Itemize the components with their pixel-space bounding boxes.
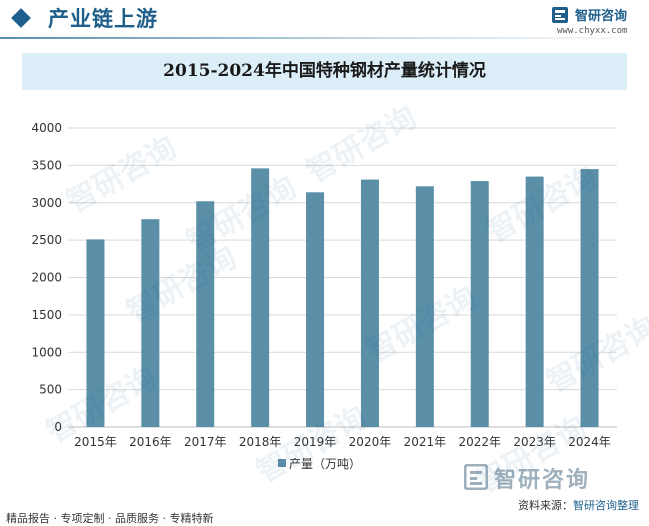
chart-title-band: 2015-2024年中国特种钢材产量统计情况: [22, 53, 627, 90]
bar: [360, 179, 379, 427]
x-tick-label: 2015年: [74, 435, 117, 449]
x-tick-label: 2021年: [404, 435, 447, 449]
bar: [470, 181, 489, 427]
chart-title: 2015-2024年中国特种钢材产量统计情况: [163, 61, 486, 81]
brand-logo-icon: [552, 7, 568, 23]
footer-brand-block: 智研咨询: [464, 462, 634, 493]
x-tick-label: 2019年: [294, 435, 337, 449]
y-tick-label: 1000: [31, 345, 62, 359]
source-label: 资料来源：: [518, 499, 573, 512]
source-value: 智研咨询整理: [573, 499, 639, 512]
x-tick-label: 2022年: [458, 435, 501, 449]
x-tick-label: 2017年: [184, 435, 227, 449]
y-tick-label: 1500: [31, 308, 62, 322]
y-tick-label: 500: [39, 383, 62, 397]
footer-brand-logo-icon: [464, 464, 488, 490]
bar: [86, 239, 105, 427]
x-tick-label: 2024年: [568, 435, 611, 449]
header-divider: [0, 37, 649, 39]
y-tick-label: 0: [54, 420, 62, 434]
brand-name: 智研咨询: [575, 9, 628, 24]
bar: [306, 192, 325, 427]
bar: [141, 219, 160, 427]
footer-slogan: 精品报告 · 专项定制 · 品质服务 · 专精特新: [6, 512, 214, 525]
bar: [251, 168, 270, 428]
data-source: 资料来源：智研咨询整理: [518, 497, 639, 513]
y-tick-label: 3000: [31, 196, 62, 210]
bar: [525, 176, 544, 427]
brand-block[interactable]: 智研咨询 www.chyxx.com: [551, 4, 641, 38]
footer-brand-name: 智研咨询: [494, 468, 591, 493]
x-tick-label: 2023年: [513, 435, 556, 449]
x-tick-label: 2016年: [129, 435, 172, 449]
legend-label: 产量（万吨）: [289, 457, 361, 471]
y-tick-label: 2500: [31, 233, 62, 247]
bar: [415, 186, 434, 427]
y-tick-label: 3500: [31, 158, 62, 172]
y-tick-label: 2000: [31, 271, 62, 285]
legend-swatch: [278, 459, 286, 467]
x-tick-label: 2018年: [239, 435, 282, 449]
section-title: 产业链上游: [48, 7, 158, 31]
y-tick-label: 4000: [31, 121, 62, 135]
brand-url[interactable]: www.chyxx.com: [557, 26, 628, 36]
x-tick-label: 2020年: [349, 435, 392, 449]
bar: [580, 169, 599, 428]
page-header: 产业链上游 智研咨询 www.chyxx.com: [0, 0, 649, 40]
bar: [196, 201, 215, 427]
